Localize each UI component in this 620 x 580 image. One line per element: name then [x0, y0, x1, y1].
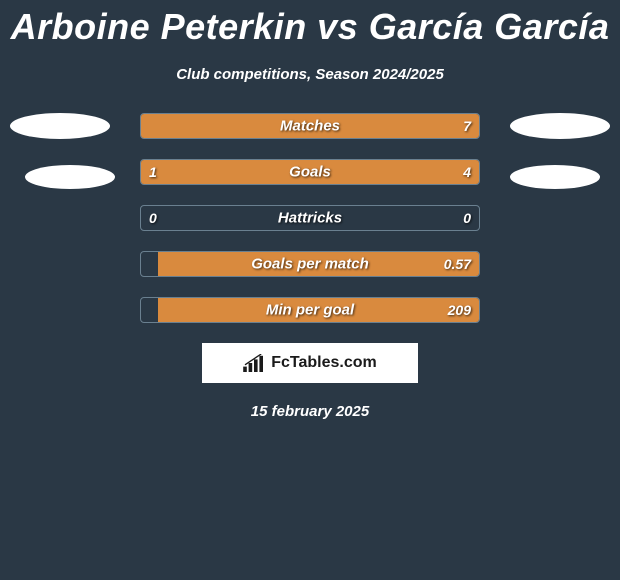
- fctables-icon: [243, 354, 265, 372]
- logo-text: FcTables.com: [271, 354, 377, 372]
- bar-row-goals: 1 Goals 4: [140, 159, 480, 185]
- bars-container: Matches 7 1 Goals 4 0 Hattricks 0 Goals …: [140, 113, 480, 323]
- bar-label: Goals per match: [251, 256, 369, 273]
- bar-value-right: 0: [463, 210, 471, 226]
- bar-row-goals-per-match: Goals per match 0.57: [140, 251, 480, 277]
- player-right-ellipse-1: [510, 113, 610, 139]
- bar-fill-right: [202, 160, 479, 184]
- bar-value-left: 1: [149, 164, 157, 180]
- bar-value-right: 209: [448, 302, 471, 318]
- player-left-ellipse-2: [25, 165, 115, 189]
- bar-label: Hattricks: [278, 210, 342, 227]
- date-text: 15 february 2025: [0, 403, 620, 420]
- comparison-chart: Matches 7 1 Goals 4 0 Hattricks 0 Goals …: [0, 113, 620, 323]
- bar-value-left: 0: [149, 210, 157, 226]
- bar-value-right: 7: [463, 118, 471, 134]
- page-title: Arboine Peterkin vs García García: [0, 0, 620, 48]
- bar-row-matches: Matches 7: [140, 113, 480, 139]
- bar-label: Goals: [289, 164, 331, 181]
- bar-row-hattricks: 0 Hattricks 0: [140, 205, 480, 231]
- bar-value-right: 4: [463, 164, 471, 180]
- player-right-ellipse-2: [510, 165, 600, 189]
- subtitle: Club competitions, Season 2024/2025: [0, 66, 620, 83]
- player-left-ellipse-1: [10, 113, 110, 139]
- bar-label: Matches: [280, 118, 340, 135]
- bar-label: Min per goal: [266, 302, 354, 319]
- bar-value-right: 0.57: [444, 256, 471, 272]
- bar-row-min-per-goal: Min per goal 209: [140, 297, 480, 323]
- logo-box: FcTables.com: [202, 343, 418, 383]
